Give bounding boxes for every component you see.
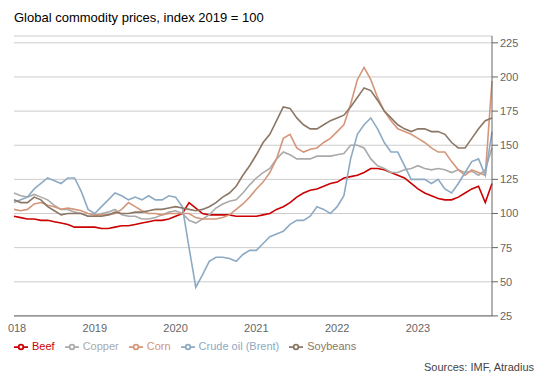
svg-text:2020: 2020 [163, 322, 187, 334]
html-text:Sources: IMF, Atradius: Sources: IMF, Atradius [424, 361, 534, 373]
html-text:Corn: Corn [146, 339, 171, 352]
svg-text:100: 100 [500, 207, 518, 219]
html-text:Beef: Beef [32, 339, 55, 352]
svg-text:50: 50 [500, 276, 512, 288]
svg-text:2023: 2023 [406, 322, 430, 334]
html-text:Soybeans: Soybeans [307, 339, 357, 352]
html-text:Copper: Copper [82, 339, 119, 352]
html-text:Crude oil (Brent): Crude oil (Brent) [198, 339, 280, 352]
svg-text:2019: 2019 [83, 322, 107, 334]
svg-text:125: 125 [500, 173, 518, 185]
svg-text:2018: 2018 [8, 322, 26, 334]
svg-text:2021: 2021 [244, 322, 268, 334]
svg-text:75: 75 [500, 242, 512, 254]
svg-text:225: 225 [500, 37, 518, 49]
svg-text:200: 200 [500, 71, 518, 83]
svg-text:150: 150 [500, 139, 518, 151]
svg-text:175: 175 [500, 105, 518, 117]
html-text:Global commodity prices, index: Global commodity prices, index 2019 = 10… [14, 10, 264, 25]
svg-text:2022: 2022 [325, 322, 349, 334]
svg-text:25: 25 [500, 310, 512, 322]
